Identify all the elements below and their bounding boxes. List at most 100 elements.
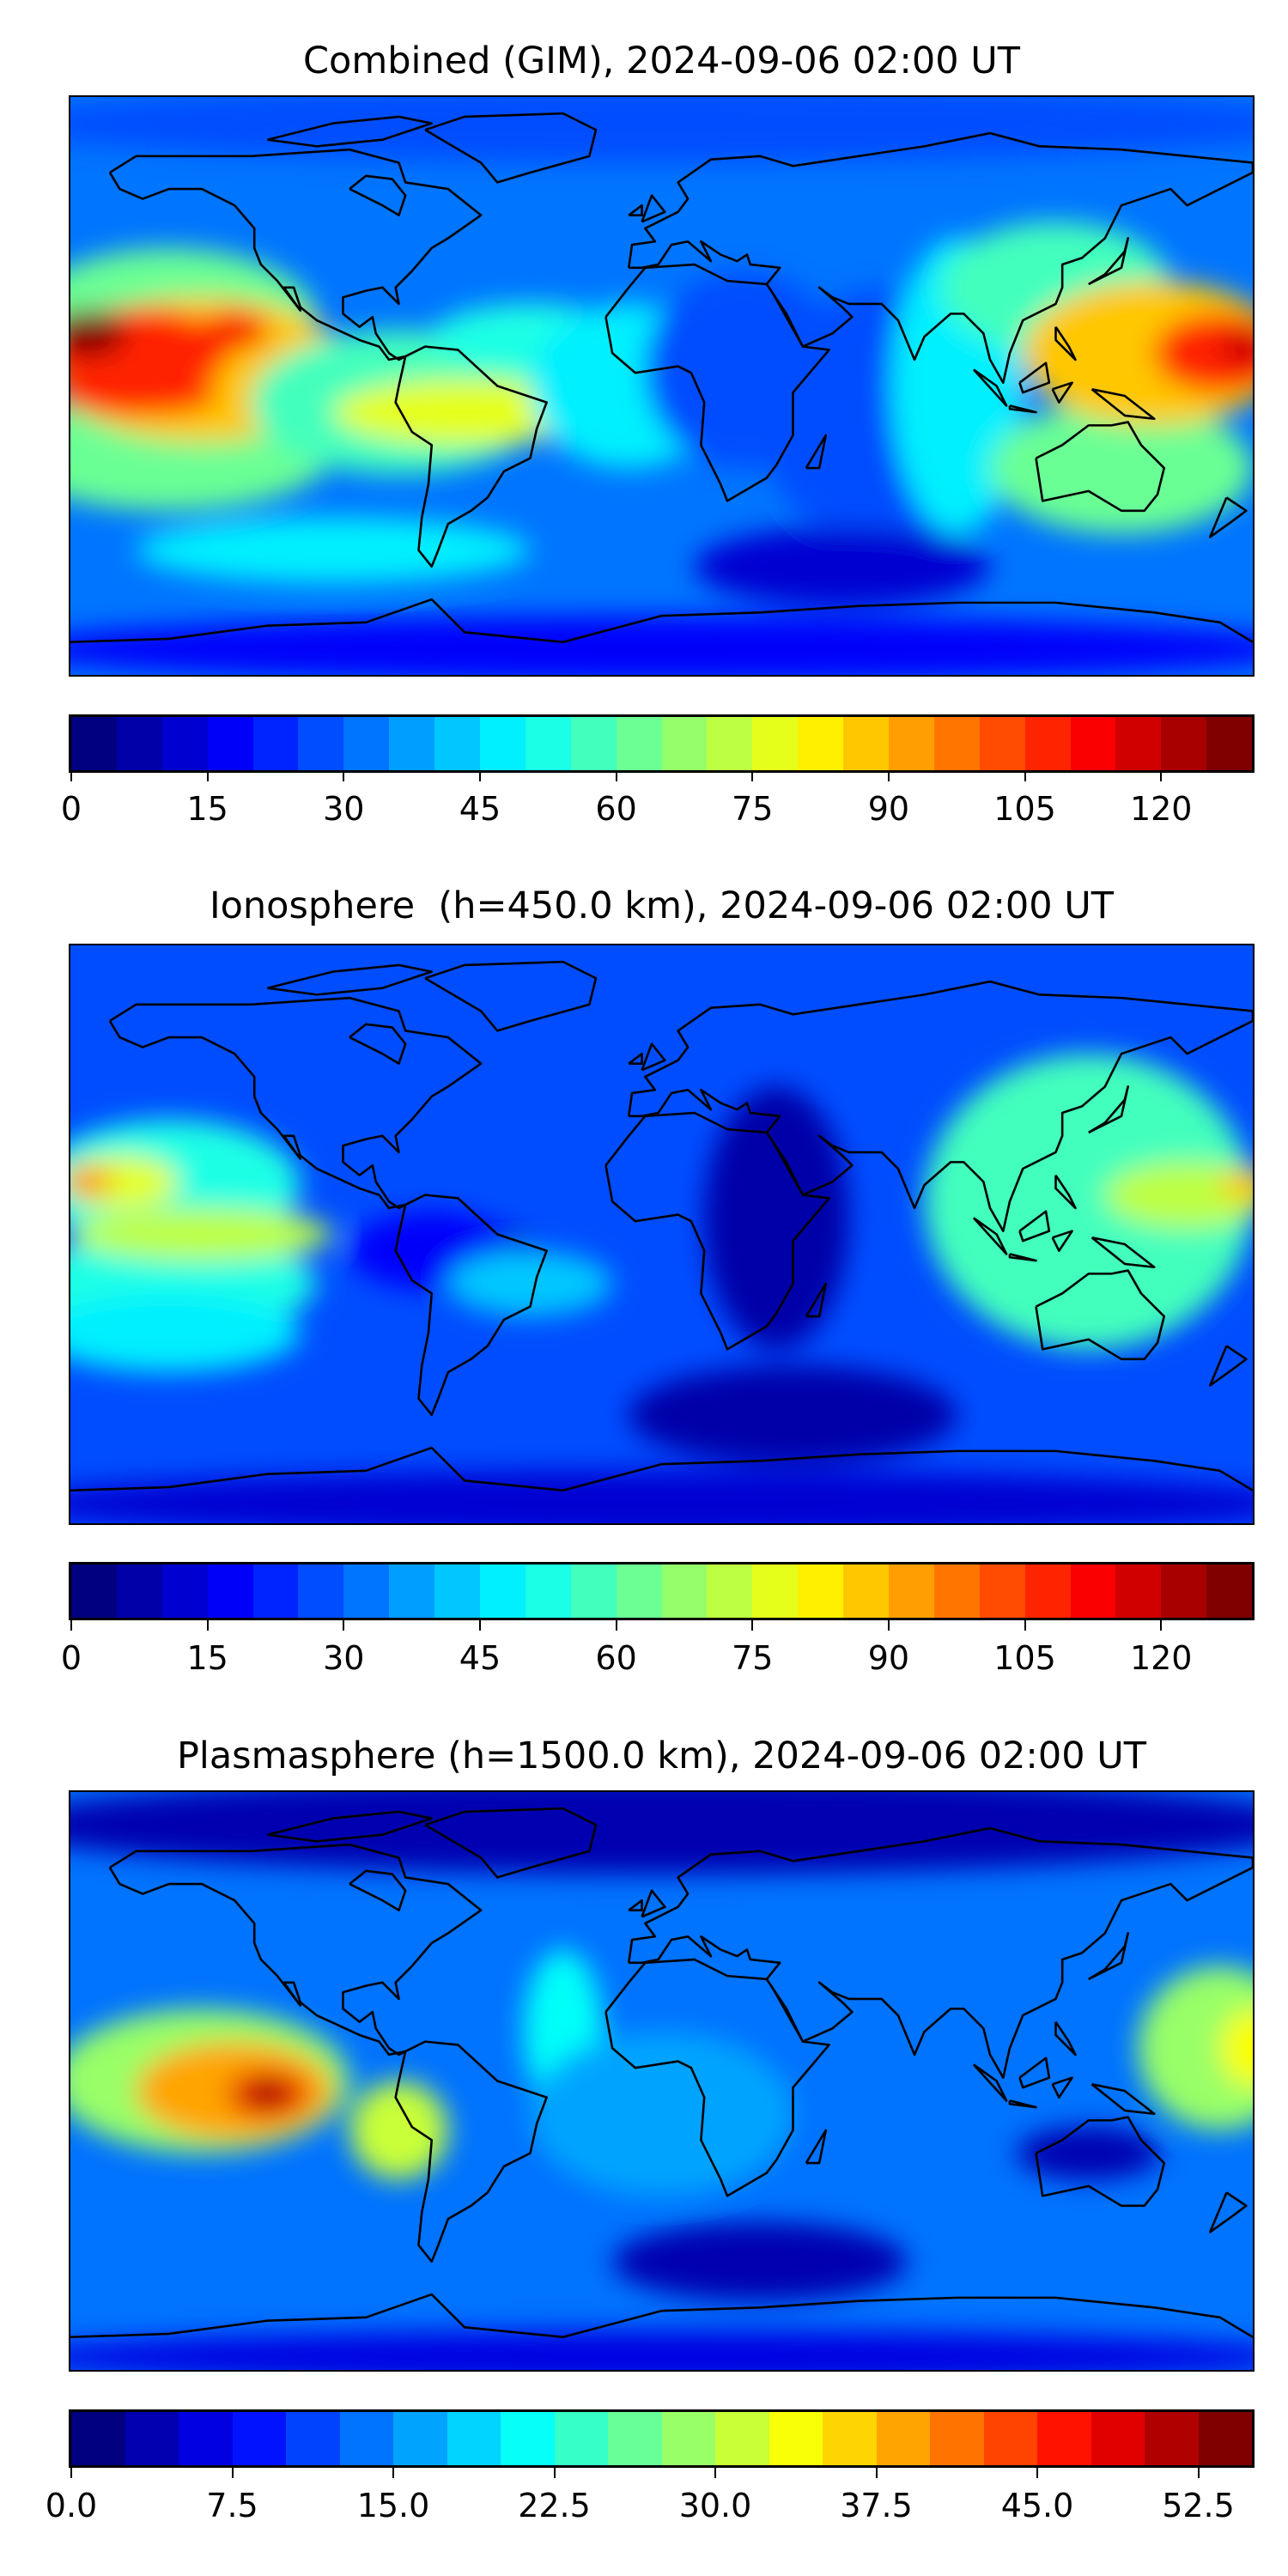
colorbar-level	[1115, 1564, 1162, 1618]
colorbar-level	[707, 717, 753, 770]
colorbar-level	[116, 1564, 162, 1618]
colorbar-level	[116, 717, 162, 770]
colorbar-level	[930, 2412, 984, 2465]
colorbar-tick-label: 60	[595, 1639, 637, 1677]
colorbar-plasmasphere	[69, 2409, 1255, 2468]
colorbar-tick-mark	[343, 771, 345, 781]
coastline	[1010, 2100, 1036, 2107]
colorbar-level	[339, 2412, 393, 2465]
colorbar-tick-label: 105	[993, 1639, 1056, 1677]
field-region	[629, 1365, 957, 1465]
colorbar-level	[752, 717, 799, 770]
colorbar-tick-label: 75	[732, 790, 774, 828]
colorbar-tick-mark	[1024, 771, 1026, 781]
colorbar-level	[823, 2412, 877, 2465]
coastline	[1036, 2117, 1164, 2206]
panel-title-ionosphere: Ionosphere (h=450.0 km), 2024-09-06 02:0…	[209, 884, 1115, 927]
colorbar-tick-label: 22.5	[518, 2487, 591, 2524]
colorbar-tick-mark	[1160, 1620, 1163, 1631]
colorbar-tick-label: 15	[186, 1639, 228, 1677]
field-region	[1138, 1965, 1253, 2130]
colorbar-level	[1161, 1564, 1207, 1618]
colorbar-level	[798, 717, 844, 770]
field-region	[136, 517, 531, 583]
colorbar-level	[480, 717, 526, 770]
colorbar-level	[707, 1564, 753, 1618]
field-region	[70, 1470, 1253, 1523]
colorbar-level	[889, 717, 934, 770]
field-region	[1219, 326, 1253, 367]
coastline	[1210, 2193, 1246, 2233]
colorbar-ticks-ionosphere: 0 15 30 45 60 75 90 105 120	[61, 1620, 1255, 1689]
field-region	[612, 2221, 908, 2301]
colorbar-tick-mark	[615, 771, 617, 781]
coastline	[1010, 1254, 1036, 1261]
colorbar-tick-mark	[1024, 1620, 1026, 1631]
coastline	[629, 205, 641, 215]
panel-title-combined: Combined (GIM), 2024-09-06 02:00 UT	[302, 39, 1020, 82]
colorbar-level	[389, 717, 435, 770]
colorbar-level	[798, 1564, 844, 1618]
coastline	[268, 965, 432, 994]
colorbar-tick-label: 45.0	[1000, 2487, 1074, 2524]
colorbar-level	[752, 1564, 799, 1618]
field-region	[530, 2032, 793, 2196]
colorbar-tick-mark	[553, 2468, 556, 2478]
coastline	[1036, 1271, 1164, 1359]
coastline	[349, 1871, 405, 1911]
field-region	[924, 1054, 1253, 1350]
coastline	[425, 962, 596, 1030]
coastline	[605, 1113, 829, 1349]
colorbar-tick-label: 0	[60, 1639, 82, 1677]
field-region	[70, 2330, 1253, 2370]
colorbar-tick-mark	[70, 1620, 72, 1631]
map-svg	[70, 97, 1253, 675]
colorbar-level	[570, 717, 617, 770]
colorbar-tick-label: 30.0	[678, 2487, 752, 2524]
coastline	[1210, 1346, 1246, 1386]
field-region	[1016, 2127, 1161, 2180]
map-ionosphere	[69, 944, 1255, 1525]
map-svg	[70, 945, 1253, 1523]
field-region	[70, 376, 219, 416]
colorbar-tick-label: 7.5	[206, 2487, 258, 2524]
colorbar-level	[1070, 717, 1116, 770]
colorbar-level	[161, 717, 208, 770]
colorbar-level	[343, 717, 390, 770]
colorbar-level	[843, 717, 890, 770]
field-region	[70, 97, 1253, 163]
coastline	[349, 1024, 405, 1064]
colorbar-level	[876, 2412, 930, 2465]
colorbar-tick-label: 75	[732, 1639, 774, 1677]
coastline	[1089, 1933, 1128, 1979]
colorbar-tick-mark	[1160, 771, 1163, 781]
colorbar-level	[1206, 717, 1253, 770]
field-region	[70, 1207, 333, 1261]
colorbar-tick-mark	[478, 771, 481, 781]
colorbar-level	[1206, 1564, 1253, 1618]
coastline	[1089, 1086, 1128, 1133]
colorbar-tick-mark	[478, 1620, 481, 1631]
coastline	[806, 435, 826, 468]
field-region	[70, 616, 1253, 675]
colorbar-level	[843, 1564, 890, 1618]
colorbar-level	[252, 1564, 299, 1618]
colorbar-tick-mark	[751, 771, 754, 781]
field-region	[70, 1165, 113, 1199]
field-region	[990, 402, 1253, 534]
colorbar-level	[933, 1564, 980, 1618]
coastline	[1019, 2058, 1048, 2087]
coastline	[629, 1054, 641, 1063]
colorbar-level	[71, 717, 117, 770]
colorbar-tick-mark	[887, 1620, 890, 1631]
field-region	[1219, 1169, 1253, 1202]
colorbar-level	[125, 2412, 179, 2465]
coastline	[1019, 363, 1048, 392]
coastline	[1056, 327, 1076, 360]
coastline	[974, 2064, 1006, 2100]
colorbar-level	[661, 2412, 715, 2465]
colorbar-level	[501, 2412, 555, 2465]
coastline	[629, 133, 1253, 383]
field-region	[447, 1250, 613, 1317]
colorbar-level	[1198, 2412, 1252, 2465]
